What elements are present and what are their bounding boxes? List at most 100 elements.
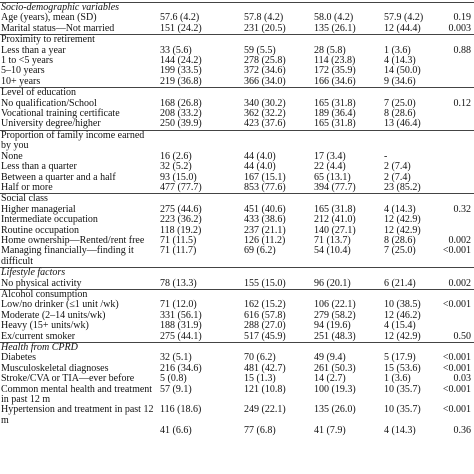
- cell-value: 189 (36.4): [314, 108, 356, 120]
- data-row: Managing financially—finding it difficul…: [0, 246, 474, 267]
- cell-value: 57 (9.1): [160, 383, 192, 395]
- cell-value: 165 (31.8): [314, 118, 356, 130]
- cell-value: 168 (26.8): [160, 97, 202, 109]
- data-row: Less than a quarter 32 (5.2) 44 (4.0) 22 (4…: [0, 161, 474, 173]
- row-label: Less than a year: [1, 44, 66, 56]
- cell-value: 172 (35.9): [314, 65, 356, 77]
- p-value: <0.001: [442, 245, 471, 257]
- cell-value: 151 (24.2): [160, 22, 202, 34]
- row-label: Common mental health and treatment in pa…: [1, 383, 153, 406]
- p-value: [441, 77, 474, 88]
- cell-value: 41 (6.6): [160, 425, 192, 437]
- cell-value: 144 (24.2): [160, 55, 202, 67]
- heading-text: Lifestyle factors: [1, 267, 66, 279]
- cell-value: 114 (23.8): [314, 55, 356, 67]
- cell-value: 340 (30.2): [244, 97, 286, 109]
- cell-value: 372 (34.6): [244, 65, 286, 77]
- cell-value: 278 (25.8): [244, 55, 286, 67]
- cell-value: 481 (42.7): [244, 362, 286, 374]
- cell-value: 362 (32.2): [244, 108, 286, 120]
- row-label: Musculoskeletal diagnoses: [1, 362, 109, 374]
- cell-value: 251 (48.3): [314, 330, 356, 342]
- p-value: <0.001: [442, 383, 471, 395]
- heading-row: Level of education: [0, 87, 474, 99]
- cell-value: 96 (20.1): [314, 277, 351, 289]
- cell-value: 188 (31.9): [160, 320, 202, 332]
- cell-value: 93 (15.0): [160, 171, 197, 183]
- heading-row: Social class: [0, 193, 474, 205]
- cell-value: 57.9 (4.2): [384, 12, 424, 24]
- cell-value: 4 (14.3): [384, 203, 416, 215]
- heading-text: Level of education: [1, 87, 76, 99]
- data-row: Vocational training certificate 208 (33.2…: [0, 108, 474, 120]
- p-value: [441, 152, 474, 162]
- cell-value: 162 (15.2): [244, 299, 286, 311]
- cell-value: 71 (11.5): [160, 234, 197, 246]
- cell-value: 1 (3.6): [384, 373, 411, 385]
- cell-value: 517 (45.9): [244, 330, 286, 342]
- row-label: No physical activity: [1, 277, 82, 289]
- row-label: Hypertension and treatment in past 12 m: [1, 404, 154, 426]
- cell-value: 14 (50.0): [384, 65, 421, 77]
- heading-text: Proportion of family income earned by yo…: [1, 129, 145, 152]
- cell-value: 366 (34.0): [244, 75, 286, 87]
- heading-row: Proportion of family income earned by yo…: [0, 129, 474, 152]
- section-title: Lifestyle factors: [0, 267, 474, 279]
- heading-text: Socio-demographic variables: [1, 2, 120, 13]
- cell-value: 4 (15.4): [384, 320, 416, 332]
- data-row: 41 (6.6) 77 (6.8) 41 (7.9) 4 (14.3) 0.36: [0, 425, 474, 437]
- cell-value: 219 (36.8): [160, 75, 202, 87]
- p-value: <0.001: [442, 362, 471, 374]
- data-row: Moderate (2–14 units/wk) 331 (56.1) 616 (5…: [0, 309, 474, 321]
- cell-value: 41 (7.9): [314, 425, 346, 437]
- cell-value: 477 (77.7): [160, 181, 202, 193]
- row-label: Managing financially—finding it difficul…: [1, 245, 134, 267]
- row-label: Home ownership—Rented/rent free: [1, 234, 145, 246]
- cell-value: 22 (4.4): [314, 161, 346, 173]
- heading-row: Alcohol consumption: [0, 288, 474, 301]
- row-label: Intermediate occupation: [1, 214, 98, 226]
- p-value: 0.32: [453, 203, 472, 215]
- data-row: Stroke/CVA or TIA—ever before 5 (0.8) 15 (…: [0, 373, 474, 385]
- p-value: <0.001: [442, 404, 471, 416]
- cell-value: 4 (14.3): [384, 55, 416, 67]
- cell-value: 216 (34.6): [160, 362, 202, 374]
- cell-value: 13 (46.4): [384, 118, 421, 130]
- heading-text: Health from CPRD: [1, 342, 78, 353]
- cell-value: 71 (11.7): [160, 245, 197, 257]
- cell-value: 279 (58.2): [314, 309, 356, 321]
- p-value: [441, 109, 474, 119]
- row-label: Heavy (15+ units/wk): [1, 320, 89, 332]
- row-label: 10+ years: [1, 75, 41, 87]
- cell-value: 57.6 (4.2): [160, 12, 200, 24]
- cell-value: 250 (39.9): [160, 118, 202, 130]
- cell-value: 100 (19.3): [314, 383, 356, 395]
- data-row: Routine occupation 118 (19.2) 237 (21.1) 14…: [0, 224, 474, 236]
- cell-value: 12 (44.4): [384, 22, 421, 34]
- data-row: Intermediate occupation 223 (36.2) 433 (38…: [0, 214, 474, 226]
- data-row: Heavy (15+ units/wk) 188 (31.9) 288 (27.0)…: [0, 320, 474, 332]
- data-row: No physical activity 78 (13.3) 155 (15.0) 9…: [0, 277, 474, 290]
- cell-value: 71 (12.0): [160, 299, 197, 311]
- cell-value: 4 (14.3): [384, 425, 416, 437]
- cell-value: 2 (7.4): [384, 161, 411, 173]
- cell-value: 12 (42.9): [384, 224, 421, 236]
- cell-value: 28 (5.8): [314, 44, 346, 56]
- cell-value: 10 (35.7): [384, 404, 421, 416]
- cell-value: 70 (6.2): [244, 352, 276, 364]
- heading-text: Social class: [1, 193, 48, 205]
- p-value: 0.19: [453, 12, 472, 24]
- cell-value: 223 (36.2): [160, 214, 202, 226]
- cell-value: 853 (77.6): [244, 181, 286, 193]
- cell-value: 135 (26.0): [314, 404, 356, 416]
- section-row: Health from CPRD: [0, 342, 474, 354]
- cell-value: 155 (15.0): [244, 277, 286, 289]
- data-row: Marital status—Not married 151 (24.2) 231 …: [0, 22, 474, 35]
- p-value: [441, 56, 474, 66]
- data-row: Musculoskeletal diagnoses 216 (34.6) 481 (…: [0, 362, 474, 374]
- p-value: [441, 173, 474, 183]
- cell-value: 78 (13.3): [160, 277, 197, 289]
- cell-value: 15 (53.6): [384, 362, 421, 374]
- cell-value: 77 (6.8): [244, 425, 276, 437]
